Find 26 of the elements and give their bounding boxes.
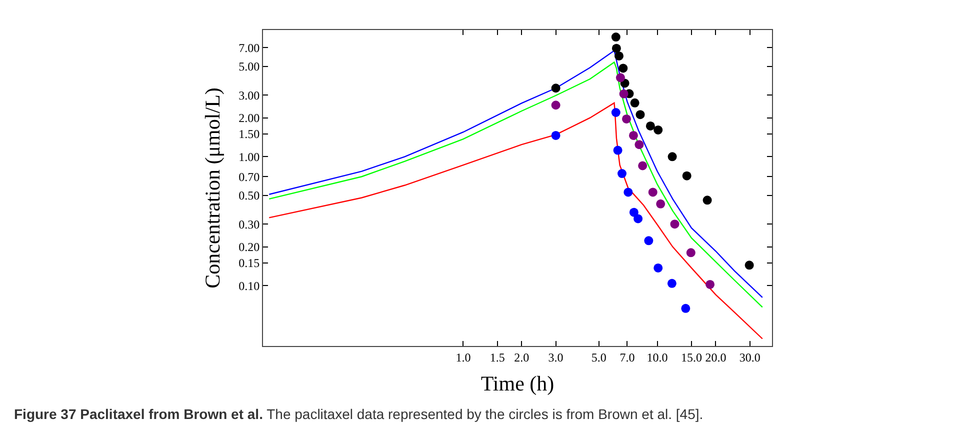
x-tick-label: 1.0 — [456, 350, 471, 364]
x-tick-label: 20.0 — [705, 350, 726, 364]
y-tick-label: 0.20 — [238, 240, 260, 254]
y-tick-label: 0.10 — [238, 278, 260, 293]
y-tick-label: 0.50 — [238, 188, 260, 203]
y-tick-label: 2.00 — [238, 111, 260, 126]
caption: Figure 37 Paclitaxel from Brown et al. — [14, 406, 263, 422]
x-axis-title: Time (h) — [480, 372, 554, 396]
x-tick-label: 30.0 — [739, 350, 760, 364]
text: The paclitaxel data represented by the circles is from Brown et al. [45]. — [266, 406, 704, 422]
y-tick-label: 7.00 — [238, 40, 260, 55]
y-axis-title: Concentration (μmol/L) — [200, 88, 225, 288]
x-tick-label: 15.0 — [680, 350, 702, 364]
x-tick-label: 2.0 — [514, 350, 530, 364]
y-tick-label: 1.50 — [238, 127, 260, 142]
x-tick-label: 5.0 — [591, 350, 606, 364]
y-tick-label: 0.70 — [238, 170, 260, 184]
y-tick-label: 1.00 — [238, 150, 260, 164]
y-tick-label: 0.30 — [238, 217, 260, 232]
x-tick-label: 7.0 — [620, 350, 635, 364]
x-tick-label: 3.0 — [548, 350, 564, 364]
x-tick-label: 10.0 — [646, 350, 668, 364]
y-tick-label: 0.15 — [238, 256, 260, 270]
y-tick-label: 5.00 — [238, 60, 260, 74]
x-tick-label: 1.5 — [490, 350, 505, 364]
y-tick-label: 3.00 — [238, 88, 260, 102]
